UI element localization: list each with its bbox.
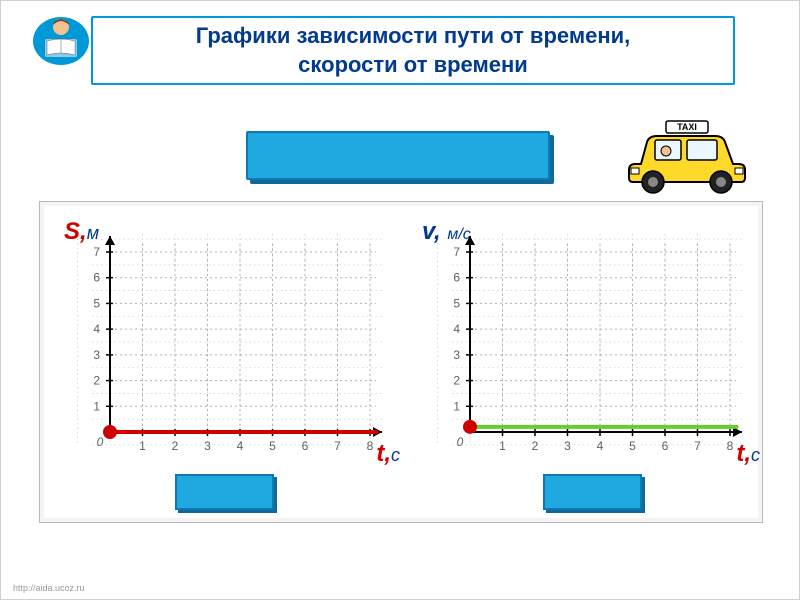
svg-text:4: 4 <box>597 439 604 453</box>
svg-text:2: 2 <box>93 374 100 388</box>
subtitle-placeholder <box>246 131 550 180</box>
title-box: Графики зависимости пути от времени,скор… <box>91 16 735 85</box>
svg-text:2: 2 <box>453 374 460 388</box>
slide: Графики зависимости пути от времени,скор… <box>0 0 800 600</box>
svg-text:7: 7 <box>453 245 460 259</box>
svg-text:6: 6 <box>93 271 100 285</box>
svg-text:6: 6 <box>453 271 460 285</box>
distance-chart-svg: 0 1 2 3 4 5 6 7 8 1 2 3 4 5 6 7 <box>70 222 390 472</box>
velocity-chart-svg: 0 1 2 3 4 5 6 7 8 1 2 3 4 5 6 7 <box>430 222 750 472</box>
svg-text:4: 4 <box>453 322 460 336</box>
svg-text:4: 4 <box>93 322 100 336</box>
axis-label-t-left: t,с <box>376 440 400 468</box>
svg-text:5: 5 <box>453 296 460 310</box>
left-chart-label-box <box>175 474 274 510</box>
svg-text:3: 3 <box>93 348 100 362</box>
page-title: Графики зависимости пути от времени,скор… <box>196 22 631 79</box>
svg-text:7: 7 <box>694 439 701 453</box>
svg-text:0: 0 <box>457 435 464 449</box>
svg-text:4: 4 <box>237 439 244 453</box>
svg-text:2: 2 <box>172 439 179 453</box>
svg-text:1: 1 <box>453 399 460 413</box>
svg-text:1: 1 <box>139 439 146 453</box>
svg-text:1: 1 <box>93 399 100 413</box>
svg-text:3: 3 <box>204 439 211 453</box>
svg-text:6: 6 <box>302 439 309 453</box>
distance-chart: S,м 0123456781234567 t,с <box>70 222 390 492</box>
taxi-icon: TAXI <box>621 116 751 196</box>
svg-text:6: 6 <box>662 439 669 453</box>
axis-label-t-right: t,с <box>736 440 760 468</box>
svg-text:5: 5 <box>93 296 100 310</box>
svg-text:3: 3 <box>564 439 571 453</box>
reader-icon <box>31 11 91 66</box>
footer-url: http://aida.ucoz.ru <box>13 583 85 593</box>
svg-text:8: 8 <box>727 439 734 453</box>
svg-text:TAXI: TAXI <box>677 122 697 132</box>
axis-label-s: S,м <box>64 218 99 246</box>
right-chart-label-box <box>543 474 642 510</box>
svg-text:1: 1 <box>499 439 506 453</box>
svg-text:5: 5 <box>629 439 636 453</box>
svg-text:5: 5 <box>269 439 276 453</box>
velocity-chart: v, м/с 0123456781234567 t,с <box>430 222 750 492</box>
svg-text:0: 0 <box>97 435 104 449</box>
svg-text:3: 3 <box>453 348 460 362</box>
svg-text:7: 7 <box>334 439 341 453</box>
chart-panel: S,м 0 1 2 3 4 5 6 7 8 1 2 3 4 5 6 7 t,с v, м/с 0 1 2 3 4 5 6 7… <box>39 201 763 523</box>
svg-text:8: 8 <box>367 439 374 453</box>
svg-text:7: 7 <box>93 245 100 259</box>
svg-text:2: 2 <box>532 439 539 453</box>
axis-label-v: v, м/с <box>422 218 471 246</box>
